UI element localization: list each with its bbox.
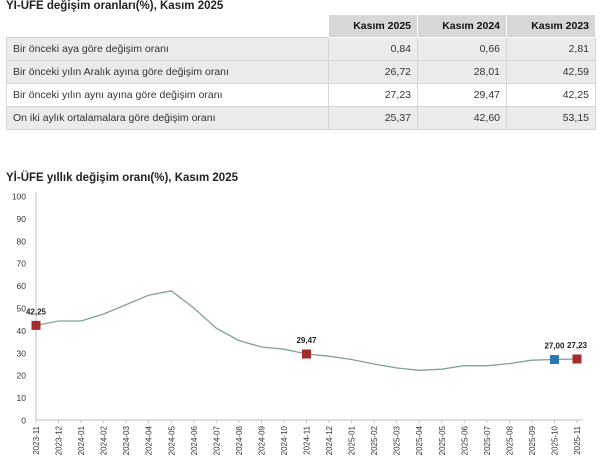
change-rates-table: Kasım 2025 Kasım 2024 Kasım 2023 Bir önc… (6, 14, 596, 130)
cell-value: 29,47 (417, 83, 507, 107)
x-tick-label: 2025-10 (550, 425, 559, 455)
x-tick-label: 2024-01 (77, 425, 86, 455)
table-row: Bir önceki yılın Aralık ayına göre değiş… (6, 60, 596, 84)
x-tick-label: 2025-04 (415, 425, 424, 455)
x-tick-label: 2023-12 (55, 425, 64, 455)
cell-value: 2,81 (506, 37, 596, 61)
x-tick-label: 2024-03 (122, 425, 131, 455)
y-tick-label: 10 (17, 393, 27, 403)
x-tick-label: 2025-03 (393, 425, 402, 455)
row-label: Bir önceki yılın aynı ayına göre değişim… (6, 83, 329, 107)
x-tick-label: 2024-09 (257, 425, 266, 455)
table-row: Bir önceki yılın aynı ayına göre değişim… (6, 83, 596, 107)
y-tick-label: 70 (17, 259, 27, 269)
cell-value: 0,84 (328, 37, 418, 61)
x-tick-label: 2023-11 (32, 425, 41, 454)
x-tick-label: 2025-09 (528, 425, 537, 455)
y-tick-label: 60 (17, 281, 27, 291)
x-tick-label: 2025-07 (483, 425, 492, 455)
y-tick-label: 90 (17, 214, 27, 224)
x-tick-label: 2025-01 (348, 425, 357, 455)
row-label: On iki aylık ortalamalara göre değişim o… (6, 106, 329, 130)
x-tick-label: 2025-05 (438, 425, 447, 455)
y-tick-label: 40 (17, 326, 27, 336)
cell-value: 0,66 (417, 37, 507, 61)
y-tick-label: 0 (21, 416, 26, 426)
data-point-marker (572, 354, 582, 364)
cell-value: 42,59 (506, 60, 596, 84)
data-label: 27,00 (544, 342, 565, 351)
y-tick-label: 20 (17, 371, 27, 381)
table-row: On iki aylık ortalamalara göre değişim o… (6, 106, 596, 130)
header-kasim-2025: Kasım 2025 (328, 14, 418, 38)
cell-value: 27,23 (328, 83, 418, 107)
x-tick-label: 2025-02 (370, 425, 379, 455)
y-tick-label: 100 (12, 192, 26, 202)
header-blank (6, 14, 329, 38)
x-tick-label: 2024-08 (235, 425, 244, 455)
row-label: Bir önceki yılın Aralık ayına göre değiş… (6, 60, 329, 84)
x-tick-label: 2024-11 (303, 425, 312, 454)
cell-value: 26,72 (328, 60, 418, 84)
x-tick-label: 2024-02 (100, 425, 109, 455)
x-tick-label: 2024-12 (325, 425, 334, 455)
annual-change-line-chart: 0 10 20 30 40 50 60 70 80 90 100 2023-11 2023-12 2024… (12, 192, 588, 456)
table-header-row: Kasım 2025 Kasım 2024 Kasım 2023 (6, 14, 596, 38)
x-tick-label: 2025-08 (505, 425, 514, 455)
row-label: Bir önceki aya göre değişim oranı (6, 37, 329, 61)
data-label: 29,47 (296, 336, 317, 345)
cell-value: 53,15 (506, 106, 596, 130)
y-tick-label: 80 (17, 236, 27, 246)
chart-title: Yİ-ÜFE yıllık değişim oranı(%), Kasım 20… (6, 172, 238, 184)
x-tick-label: 2024-07 (212, 425, 221, 455)
x-tick-label: 2025-06 (460, 425, 469, 455)
cell-value: 42,60 (417, 106, 507, 130)
data-point-marker (31, 320, 41, 330)
y-tick-label: 30 (17, 348, 27, 358)
x-tick-label: 2025-11 (573, 425, 582, 454)
cell-value: 28,01 (417, 60, 507, 84)
x-tick-label: 2024-06 (190, 425, 199, 455)
y-tick-label: 50 (17, 304, 27, 314)
cell-value: 25,37 (328, 106, 418, 130)
data-label: 27,23 (567, 341, 588, 350)
x-tick-label: 2024-04 (145, 425, 154, 455)
header-kasim-2024: Kasım 2024 (417, 14, 507, 38)
table-title: Yİ-ÜFE değişim oranları(%), Kasım 2025 (6, 0, 224, 12)
x-tick-label: 2024-10 (280, 425, 289, 455)
header-kasim-2023: Kasım 2023 (506, 14, 596, 38)
table-row: Bir önceki aya göre değişim oranı 0,84 0… (6, 37, 596, 61)
data-label: 42,25 (26, 307, 47, 316)
cell-value: 42,25 (506, 83, 596, 107)
x-tick-label: 2024-05 (167, 425, 176, 455)
data-point-marker (302, 349, 311, 359)
data-point-marker (549, 355, 559, 365)
